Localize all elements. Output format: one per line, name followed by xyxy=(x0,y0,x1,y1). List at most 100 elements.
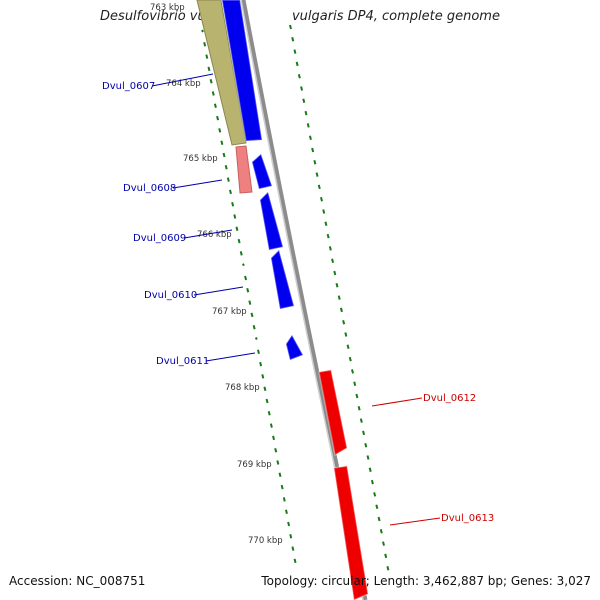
tick-mark xyxy=(272,435,276,441)
tick-mark xyxy=(246,288,250,293)
gene-feature-dvul-0613[interactable] xyxy=(334,466,368,600)
tick-mark xyxy=(322,209,326,214)
tick-mark xyxy=(254,337,258,340)
tick-mark xyxy=(244,275,248,281)
tick-mark xyxy=(375,504,379,509)
tick-mark xyxy=(353,381,357,386)
tick-mark xyxy=(348,356,352,362)
tick-mark xyxy=(265,398,269,404)
tick-mark xyxy=(324,221,328,227)
kbp-label-layer: 763 kbp 764 kbp 765 kbp 766 kbp 767 kbp 768 k… xyxy=(150,3,283,546)
tick-mark xyxy=(333,270,337,276)
kbp-label: 766 kbp xyxy=(197,230,232,240)
tick-mark xyxy=(276,460,280,465)
gene-label-dvul-0609[interactable]: Dvul_0609 xyxy=(133,233,186,244)
tick-mark xyxy=(317,184,321,190)
gene-feature-dvul-0607[interactable] xyxy=(222,0,262,141)
tick-mark xyxy=(339,307,343,313)
tick-mark xyxy=(337,295,341,300)
tick-mark xyxy=(229,189,232,195)
gene-feature-dvul-0608[interactable] xyxy=(252,154,272,189)
tick-mark xyxy=(289,24,292,30)
tick-mark xyxy=(231,201,235,207)
tick-mark xyxy=(235,226,239,232)
tick-mark xyxy=(278,472,282,478)
tick-mark xyxy=(284,509,288,514)
tick-mark xyxy=(291,546,295,551)
kbp-label: 770 kbp xyxy=(248,536,283,546)
tick-mark xyxy=(315,172,319,177)
tick-mark xyxy=(311,147,315,153)
tick-mark xyxy=(370,479,374,485)
tick-mark xyxy=(355,393,359,399)
tick-mark xyxy=(224,165,228,170)
gene-feature-dvul-0610[interactable] xyxy=(271,250,294,309)
tick-mark xyxy=(304,110,308,116)
tick-mark xyxy=(274,447,278,453)
tick-mark xyxy=(213,103,217,109)
tick-mark xyxy=(269,423,273,428)
tick-mark xyxy=(297,73,301,79)
feature-olive xyxy=(196,0,247,146)
tick-mark xyxy=(239,251,243,256)
accession-text: Accession: NC_008751 xyxy=(9,574,146,588)
gene-leader-line xyxy=(183,229,233,239)
kbp-label: 763 kbp xyxy=(150,3,185,13)
tick-mark xyxy=(362,430,366,436)
feature-layer xyxy=(196,0,369,600)
tick-mark xyxy=(211,91,215,96)
tick-mark xyxy=(280,484,284,490)
tick-mark xyxy=(384,553,388,559)
tick-mark xyxy=(386,565,390,571)
tick-track-plus xyxy=(289,24,390,571)
tick-mark xyxy=(209,78,213,84)
tick-mark xyxy=(377,516,381,522)
gene-feature-highlight xyxy=(251,152,273,190)
tick-mark xyxy=(357,406,361,411)
tick-mark xyxy=(295,61,299,67)
gene-label-dvul-0608[interactable]: Dvul_0608 xyxy=(123,183,176,194)
gene-label-dvul-0612[interactable]: Dvul_0612 xyxy=(423,393,476,404)
tick-mark xyxy=(302,98,306,104)
tick-mark xyxy=(308,135,312,140)
gene-leader-line xyxy=(172,179,223,189)
tick-mark xyxy=(293,558,297,564)
gene-feature-highlight xyxy=(318,369,348,457)
tick-mark xyxy=(250,312,254,318)
tick-mark xyxy=(331,258,335,263)
tick-mark xyxy=(261,374,265,379)
kbp-label: 768 kbp xyxy=(225,383,260,393)
tick-mark xyxy=(373,492,377,497)
tick-mark xyxy=(366,455,370,460)
tick-mark xyxy=(242,263,245,267)
tick-mark xyxy=(379,529,383,534)
gene-leader-line xyxy=(193,286,244,296)
gene-label-dvul-0611[interactable]: Dvul_0611 xyxy=(156,356,209,367)
tick-mark xyxy=(306,123,310,128)
gene-feature-dvul-0611[interactable] xyxy=(286,335,303,360)
gene-feature-dvul-0612[interactable] xyxy=(319,370,347,455)
tick-mark xyxy=(267,411,271,416)
tick-mark xyxy=(342,319,346,325)
gene-label-dvul-0607[interactable]: Dvul_0607 xyxy=(102,81,155,92)
kbp-label: 764 kbp xyxy=(166,79,201,89)
tick-mark xyxy=(203,42,207,47)
tick-mark xyxy=(237,238,241,244)
tick-mark xyxy=(335,283,339,288)
gene-label-dvul-0610[interactable]: Dvul_0610 xyxy=(144,290,197,301)
gene-feature-highlight xyxy=(221,0,263,142)
tick-mark xyxy=(252,324,256,330)
tick-mark xyxy=(207,66,211,72)
tick-mark xyxy=(346,344,350,350)
tick-mark xyxy=(256,349,260,355)
tick-mark xyxy=(364,442,368,448)
gene-feature-highlight xyxy=(285,333,305,362)
tick-mark xyxy=(263,386,267,391)
gene-feature-highlight xyxy=(259,190,284,251)
feature-rna xyxy=(235,145,253,194)
gene-label-dvul-0613[interactable]: Dvul_0613 xyxy=(441,513,494,524)
tick-mark xyxy=(351,369,354,374)
gene-feature-dvul-0609[interactable] xyxy=(260,192,283,250)
